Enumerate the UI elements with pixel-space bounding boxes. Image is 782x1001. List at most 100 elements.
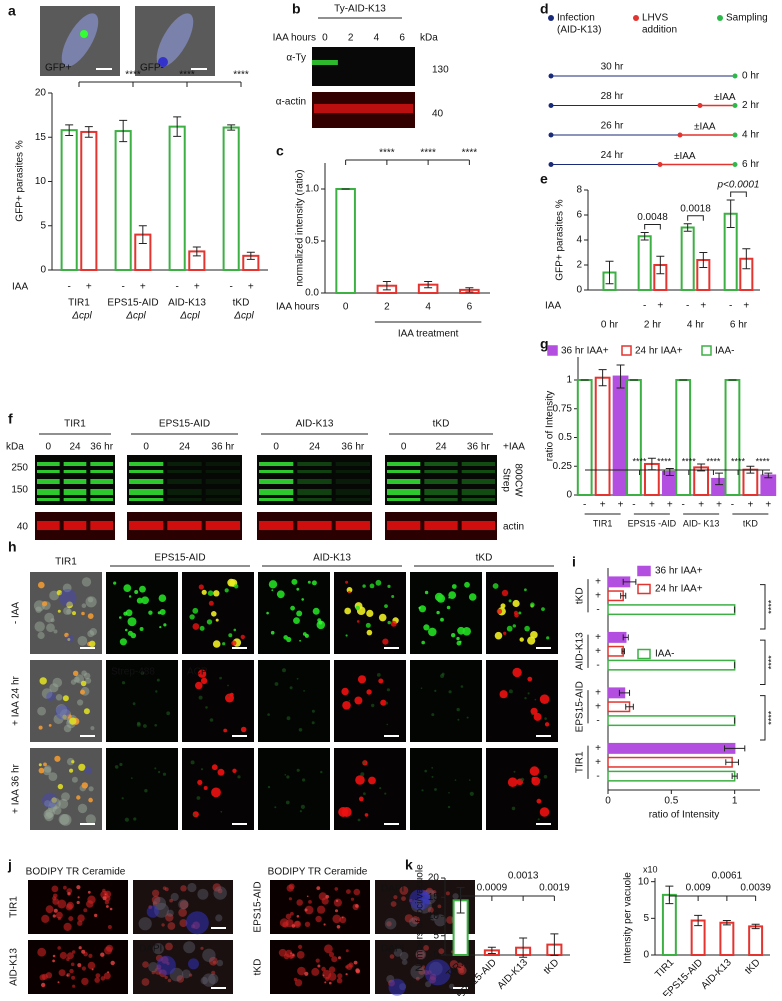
- micrograph-signal: [200, 946, 204, 950]
- micrograph-signal: [154, 767, 157, 770]
- micrograph-signal: [468, 779, 471, 781]
- micrograph-signal: [144, 789, 148, 793]
- micrograph-signal: [203, 786, 208, 790]
- micrograph-signal: [197, 779, 203, 786]
- micrograph-signal: [213, 590, 220, 597]
- parasite: [156, 13, 194, 67]
- band: [63, 462, 87, 466]
- micrograph-signal: [206, 619, 213, 625]
- micrograph-signal: [55, 704, 70, 720]
- micrograph-signal: [66, 757, 75, 766]
- x-tick-label: EPS15 -AID: [628, 518, 677, 528]
- error-bar: [465, 287, 474, 293]
- micrograph-signal: [384, 792, 387, 795]
- micrograph-signal: [202, 948, 216, 962]
- micrograph-signal: [358, 796, 364, 802]
- row-mark: +: [595, 646, 601, 657]
- error-bar: [742, 248, 751, 270]
- micrograph-signal: [503, 631, 507, 635]
- y-tick-label: 0.5: [558, 432, 572, 443]
- micrograph-signal: [350, 897, 355, 901]
- row-label: + IAA 36 hr: [11, 763, 22, 813]
- micrograph-signal: [284, 774, 287, 776]
- band: [205, 498, 240, 501]
- micrograph-signal: [152, 901, 158, 906]
- micrograph-signal: [53, 893, 58, 899]
- error-bar: [622, 634, 629, 641]
- micrograph-signal: [85, 677, 92, 684]
- significance-bracket: [644, 224, 661, 230]
- micrograph-signal: [462, 627, 472, 636]
- micrograph-signal: [62, 583, 72, 593]
- micrograph-signal: [212, 640, 221, 648]
- micrograph-signal: [323, 923, 326, 926]
- micrograph-signal: [83, 908, 88, 913]
- marker: 250: [11, 463, 28, 474]
- significance-bracket: [760, 584, 766, 630]
- micrograph-signal: [423, 624, 430, 631]
- p-value: 0.0048: [637, 212, 668, 223]
- band: [90, 462, 113, 466]
- panel-label: j: [7, 857, 12, 873]
- micrograph-signal: [192, 607, 199, 614]
- row-mark: +: [700, 301, 706, 312]
- micrograph-signal: [316, 886, 321, 890]
- micrograph-signal: [518, 611, 522, 615]
- micrograph-signal: [387, 584, 391, 589]
- micrograph-signal: [380, 699, 387, 706]
- row-mark: +: [595, 757, 601, 768]
- duration-label: 26 hr: [601, 121, 624, 132]
- micrograph-signal: [304, 908, 308, 912]
- micrograph-signal: [533, 712, 542, 721]
- micrograph-signal: [62, 695, 69, 702]
- error-bar: [65, 124, 74, 136]
- group-label: tKD: [433, 419, 450, 430]
- micrograph-signal: [315, 915, 322, 923]
- x-tick-label: 2 hr: [644, 320, 662, 331]
- row-mark: -: [596, 660, 599, 671]
- micrograph-signal: [163, 623, 167, 627]
- micrograph-signal: [388, 978, 406, 996]
- micrograph-signal: [162, 886, 167, 890]
- error-bar: [764, 472, 773, 479]
- micrograph-signal: [104, 900, 110, 905]
- duration-label: 30 hr: [601, 62, 624, 73]
- micrograph-signal: [155, 690, 158, 693]
- sample-label: 0 hr: [742, 71, 760, 82]
- micrograph-signal: [507, 777, 518, 787]
- row-label: EPS15-AID: [253, 881, 264, 932]
- micrograph-signal: [384, 604, 388, 608]
- significance: ****: [462, 148, 478, 159]
- panel-label: d: [540, 1, 549, 17]
- micrograph-signal: [341, 916, 344, 919]
- x-tick-label: 1: [732, 796, 738, 807]
- micrograph-signal: [70, 962, 75, 967]
- micrograph-signal: [382, 638, 389, 645]
- micrograph-signal: [355, 605, 361, 611]
- micrograph-signal: [87, 890, 91, 894]
- row-mark: -: [682, 500, 685, 511]
- x-tick-label: TIR1: [593, 518, 613, 528]
- row-mark: +: [618, 500, 624, 511]
- micrograph-signal: [139, 585, 146, 593]
- row-mark: -: [729, 301, 732, 312]
- bar: [607, 770, 736, 782]
- axis-unit: x10: [643, 864, 658, 874]
- micrograph-signal: [37, 706, 46, 716]
- x-tick-label: TIR1: [68, 298, 90, 309]
- row-mark: +: [595, 632, 601, 643]
- legend-note: addition: [642, 25, 677, 36]
- significance-bracket: [687, 215, 704, 221]
- micrograph-signal: [438, 948, 445, 955]
- row-label: IAA: [545, 301, 561, 312]
- micrograph-signal: [524, 588, 527, 592]
- micrograph-signal: [81, 603, 87, 608]
- micrograph-signal: [345, 634, 348, 637]
- micrograph-signal: [216, 959, 224, 967]
- band: [129, 498, 164, 501]
- column-label: EPS15-AID: [154, 553, 205, 564]
- band: [205, 470, 240, 473]
- marker: 40: [17, 522, 29, 533]
- legend-label: 24 hr IAA+: [655, 584, 703, 595]
- micrograph-signal: [399, 951, 409, 961]
